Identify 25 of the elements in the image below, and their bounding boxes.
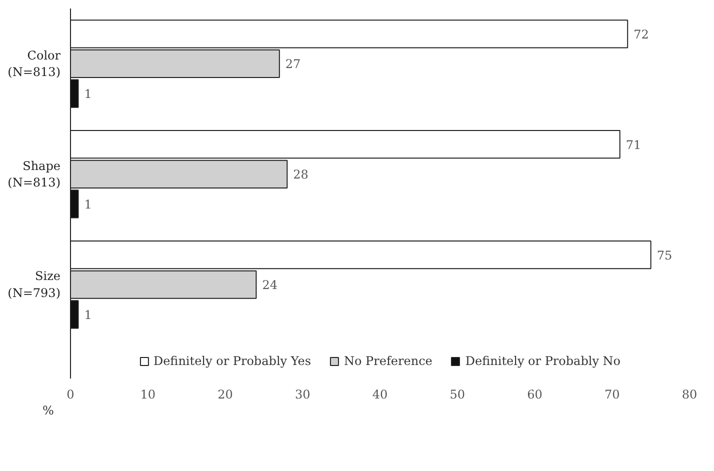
data-label: 72 (634, 27, 649, 42)
x-tick-label: 70 (604, 388, 620, 402)
x-axis-title: % (42, 404, 54, 418)
x-tick-label: 50 (450, 388, 466, 402)
data-label: 1 (84, 87, 92, 102)
data-label: 24 (262, 278, 278, 292)
data-label: 27 (285, 57, 301, 72)
y-tick-label: Shape (N=813) (8, 158, 61, 190)
legend-label: Definitely or Probably Yes (153, 354, 312, 368)
data-label: 1 (84, 197, 92, 212)
y-tick-label: Size (N=793) (8, 269, 61, 300)
x-tick-label: 20 (218, 388, 233, 402)
y-tick-label: Color (N=813) (8, 48, 61, 80)
x-tick-label: 60 (527, 388, 542, 402)
x-tick-label: 30 (294, 388, 310, 402)
data-label: 1 (84, 308, 92, 322)
data-label: 75 (656, 248, 672, 262)
x-tick-label: 80 (682, 388, 698, 402)
x-tick-label: 10 (140, 388, 156, 402)
x-tick-label: 0 (66, 388, 74, 402)
x-tick-label: 40 (372, 388, 388, 402)
legend-label: Definitely or Probably No (465, 354, 621, 368)
data-label: 28 (293, 168, 308, 182)
data-label: 71 (626, 138, 642, 152)
legend-label: No Preference (344, 354, 432, 368)
